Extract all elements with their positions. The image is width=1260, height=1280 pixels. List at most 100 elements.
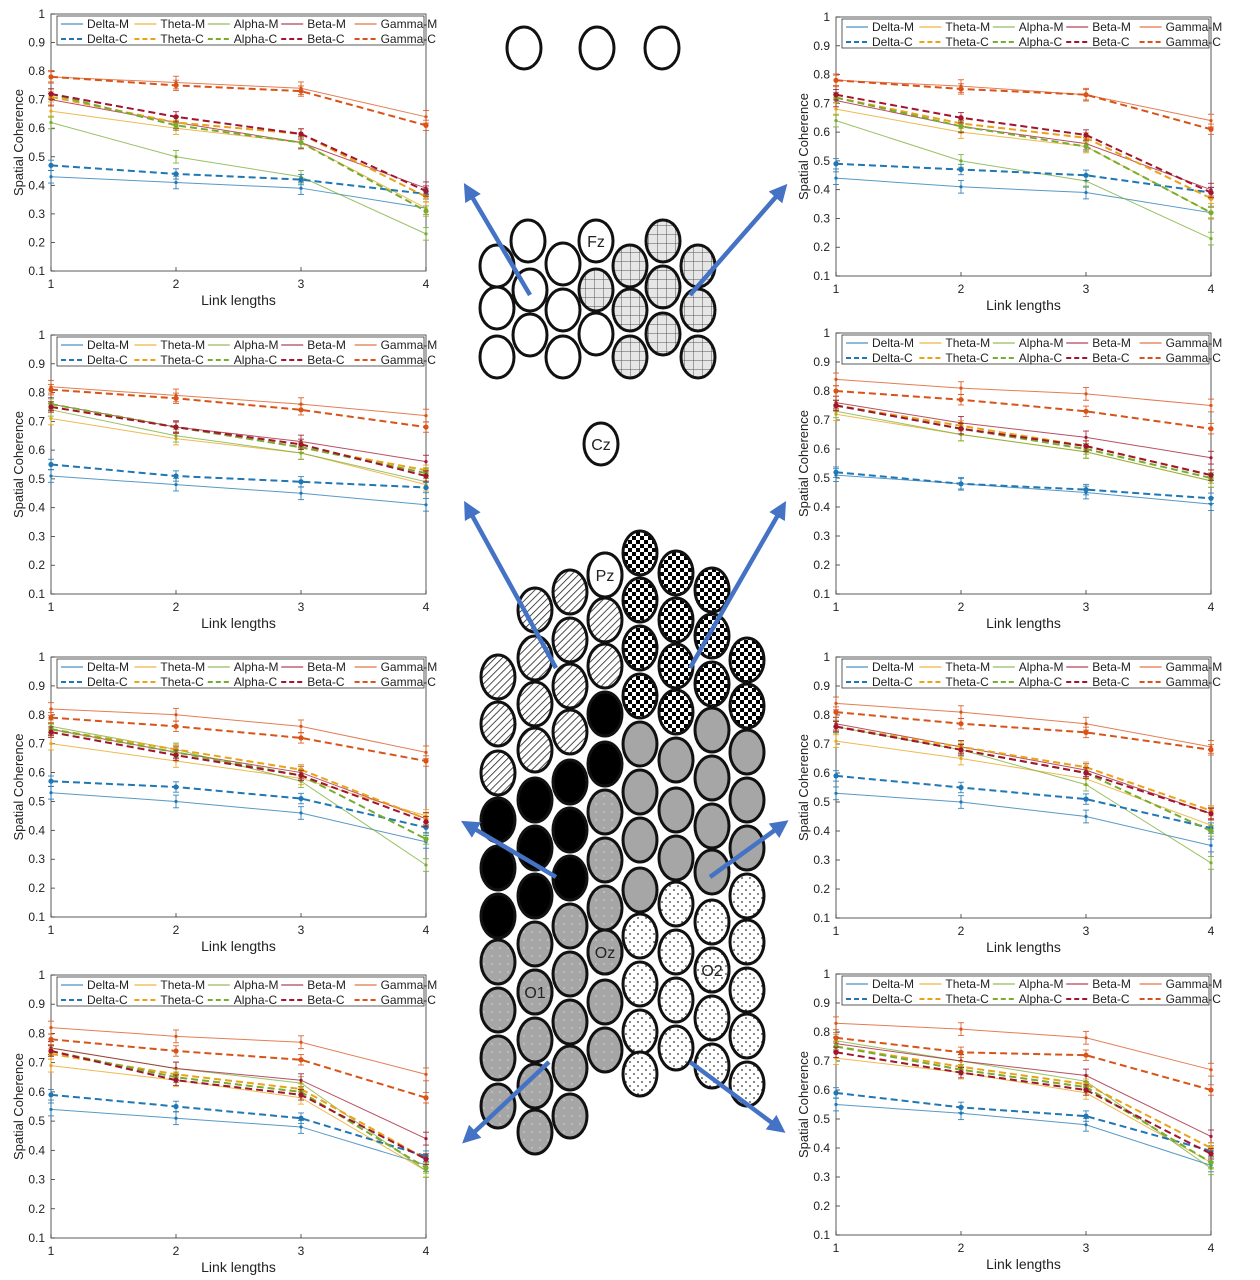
data-point xyxy=(298,772,304,779)
electrode-o1 xyxy=(516,968,554,1016)
series-gamma-m xyxy=(833,1016,1214,1077)
electrode xyxy=(479,749,517,797)
data-point xyxy=(833,1035,839,1041)
data-point xyxy=(299,1040,303,1044)
x-axis-label: Link lengths xyxy=(201,1259,276,1275)
plot-area xyxy=(835,332,1212,595)
series-line xyxy=(835,1057,1212,1163)
data-point xyxy=(1208,472,1214,478)
data-point xyxy=(174,180,178,185)
series-line xyxy=(50,1108,427,1166)
electrode xyxy=(586,884,624,932)
data-point xyxy=(49,742,53,746)
legend-entry: Gamma-M xyxy=(1166,977,1223,991)
series-line xyxy=(50,1052,427,1160)
series-line xyxy=(835,108,1212,214)
electrode xyxy=(728,966,766,1014)
data-point xyxy=(49,175,53,179)
series-line xyxy=(50,403,427,463)
electrode xyxy=(693,994,731,1042)
data-point xyxy=(958,426,964,432)
y-tick-label: 0.5 xyxy=(813,795,830,809)
data-point xyxy=(1083,764,1089,770)
data-point xyxy=(173,424,179,430)
data-point xyxy=(423,836,429,842)
legend-entry: Alpha-M xyxy=(234,338,279,352)
series-beta-m xyxy=(48,722,429,826)
y-tick-label: 0.1 xyxy=(813,587,830,601)
data-point xyxy=(423,473,429,479)
data-point xyxy=(834,176,838,180)
legend-box xyxy=(56,15,425,46)
legend-entry: Theta-M xyxy=(945,336,990,350)
series-beta-c xyxy=(48,88,429,197)
legend-entry: Alpha-C xyxy=(234,993,278,1007)
series-delta-c xyxy=(833,770,1214,834)
legend-entry: Gamma-C xyxy=(381,675,437,689)
legend-entry: Gamma-M xyxy=(1166,20,1223,34)
y-tick-label: 0.1 xyxy=(28,264,45,278)
data-point xyxy=(174,483,178,487)
series-line xyxy=(50,743,427,817)
data-point xyxy=(298,767,304,773)
y-tick-label: 0.6 xyxy=(28,1085,45,1099)
electrode xyxy=(693,848,731,896)
electrode xyxy=(728,918,766,966)
electrode xyxy=(728,1060,766,1108)
y-tick-label: 0.2 xyxy=(28,558,45,572)
legend-entry: Delta-M xyxy=(872,977,914,991)
series-line xyxy=(50,176,427,209)
electrode xyxy=(728,728,766,776)
y-axis-label: Spatial Coherence xyxy=(11,89,26,196)
charts-layer: 0.1 0.2 0.3 0.4 0.5 0.6 0.7 0.8 0.9 1 1 2 3 4 Link len… xyxy=(11,7,1222,1275)
y-tick-label: 1 xyxy=(823,650,830,664)
electrode xyxy=(505,25,543,71)
data-point xyxy=(834,1021,838,1025)
data-point xyxy=(173,1048,179,1054)
data-point xyxy=(834,701,838,706)
data-point xyxy=(48,461,54,468)
series-line xyxy=(50,728,427,840)
legend-entry: Gamma-C xyxy=(1166,992,1222,1006)
y-tick-label: 0.7 xyxy=(813,1054,830,1068)
electrode xyxy=(621,624,659,672)
data-point xyxy=(1084,435,1088,439)
legend-entry: Delta-M xyxy=(872,20,914,34)
data-point xyxy=(173,1103,179,1110)
data-point xyxy=(959,185,963,189)
legend-entry: Delta-C xyxy=(872,35,913,49)
data-point xyxy=(423,194,429,200)
y-tick-label: 0.7 xyxy=(813,96,830,110)
legend-entry: Gamma-C xyxy=(381,353,437,367)
data-point xyxy=(1084,392,1088,396)
y-tick-label: 0.4 xyxy=(813,183,830,197)
data-point xyxy=(423,758,429,764)
y-tick-label: 0.9 xyxy=(813,39,830,53)
data-point xyxy=(1083,1087,1089,1093)
legend-entry: Gamma-M xyxy=(1166,660,1223,674)
series-delta-c xyxy=(48,1089,429,1162)
legend-entry: Gamma-C xyxy=(1166,675,1222,689)
data-point xyxy=(174,1034,178,1038)
data-point xyxy=(49,1107,53,1112)
legend: Delta-M Theta-M Alpha-M Beta-M Gamma-M Delta-… xyxy=(841,334,1222,365)
x-axis-label: Link lengths xyxy=(986,615,1061,631)
series-line xyxy=(50,792,427,843)
electrode xyxy=(586,788,624,836)
electrode xyxy=(516,726,554,774)
data-point xyxy=(423,1095,429,1101)
data-point xyxy=(299,811,303,815)
data-point xyxy=(958,721,964,727)
data-point xyxy=(298,131,304,137)
legend: Delta-M Theta-M Alpha-M Beta-M Gamma-M Delta-… xyxy=(56,336,437,367)
series-line xyxy=(835,1045,1212,1164)
data-point xyxy=(1208,195,1214,201)
y-tick-label: 0.3 xyxy=(28,529,45,543)
electrode-label-oz: Oz xyxy=(595,945,615,962)
legend-entry: Alpha-M xyxy=(1019,336,1064,350)
x-tick-label: 2 xyxy=(173,1244,180,1258)
y-tick-label: 0.4 xyxy=(28,823,45,837)
data-point xyxy=(298,1092,304,1098)
legend-entry: Alpha-C xyxy=(1019,35,1063,49)
data-point xyxy=(174,1116,178,1120)
